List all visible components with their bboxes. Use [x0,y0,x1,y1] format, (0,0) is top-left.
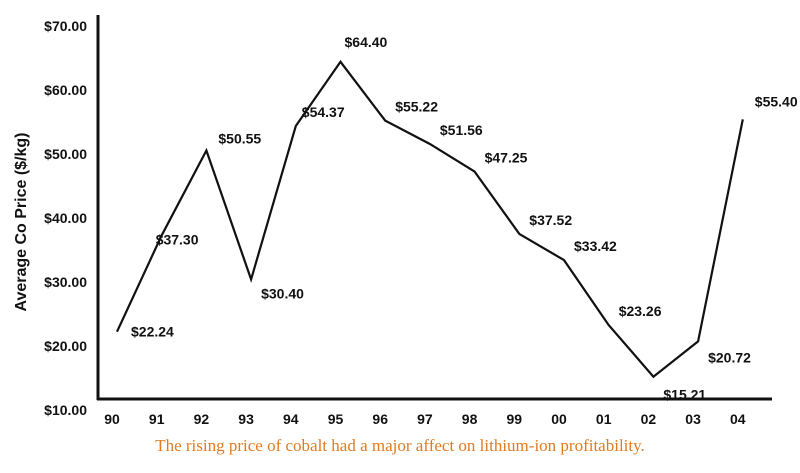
data-label: $37.30 [156,231,199,247]
x-tick-label: 99 [507,411,523,427]
data-label: $23.26 [619,303,662,319]
x-tick-label: 00 [551,411,567,427]
y-tick-label: $70.00 [44,18,87,34]
data-label: $30.40 [261,285,304,301]
x-tick-label: 92 [194,411,210,427]
y-tick-label: $10.00 [44,402,87,418]
x-tick-label: 97 [417,411,433,427]
y-tick-label: $20.00 [44,338,87,354]
data-label: $47.25 [485,150,528,166]
data-label: $15.21 [663,387,706,403]
data-label: $55.40 [755,93,798,109]
y-tick-label: $40.00 [44,210,87,226]
x-tick-label: 98 [462,411,478,427]
data-label: $33.42 [574,238,617,254]
x-tick-label: 96 [372,411,388,427]
cobalt-price-chart: $10.00 $20.00 $30.00 $40.00 $50.00 $60.00 $70.… [13,15,798,427]
figure-caption: The rising price of cobalt had a major a… [155,436,645,455]
x-tick-label: 90 [104,411,120,427]
x-tick-label: 94 [283,411,299,427]
x-tick-label: 03 [685,411,701,427]
x-tick-label: 95 [328,411,344,427]
x-tick-label: 93 [238,411,254,427]
data-labels: $22.24 $37.30 $50.55 $30.40 $54.37 $64.40 $55.… [131,34,798,403]
data-label: $50.55 [218,130,261,146]
x-tick-label: 91 [149,411,165,427]
y-axis-ticks: $10.00 $20.00 $30.00 $40.00 $50.00 $60.00 $70.… [44,18,87,418]
data-label: $20.72 [708,349,751,365]
data-label: $64.40 [345,34,388,50]
x-axis-ticks: 90 91 92 93 94 95 96 97 98 99 00 01 02 03 04 [104,411,746,427]
y-axis-title: Average Co Price ($/kg) [13,132,30,311]
data-label: $22.24 [131,324,174,340]
x-tick-label: 01 [596,411,612,427]
data-label: $51.56 [440,122,483,138]
data-label: $55.22 [395,99,438,115]
y-tick-label: $60.00 [44,82,87,98]
x-tick-label: 04 [730,411,746,427]
data-label: $37.52 [529,212,572,228]
y-tick-label: $30.00 [44,274,87,290]
price-series-line [116,59,744,379]
x-tick-label: 02 [641,411,657,427]
data-label: $54.37 [302,104,345,120]
y-tick-label: $50.00 [44,146,87,162]
